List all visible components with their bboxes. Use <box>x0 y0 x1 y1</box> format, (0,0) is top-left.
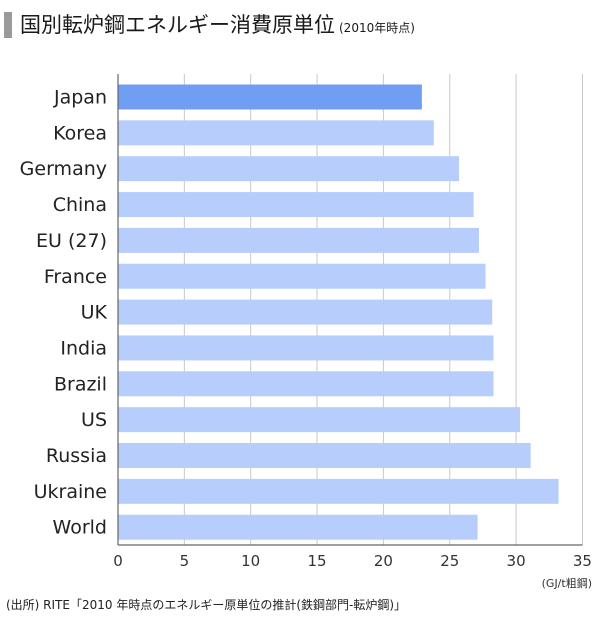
source-note: (出所) RITE「2010 年時点のエネルギー原単位の推計(鉄鋼部門-転炉鋼)… <box>6 598 407 612</box>
x-tick-label: 25 <box>440 552 459 570</box>
bar-russia <box>118 443 531 468</box>
x-tick-label: 20 <box>374 552 393 570</box>
bar-india <box>118 335 494 361</box>
bar-brazil <box>118 371 494 397</box>
category-label: Japan <box>53 87 107 109</box>
category-label: Brazil <box>54 373 107 395</box>
bar-us <box>118 407 521 433</box>
chart-title-block: 国別転炉鋼エネルギー消費原単位 (2010年時点) <box>20 9 415 39</box>
category-label: US <box>81 409 107 431</box>
bar-ukraine <box>118 478 559 504</box>
chart-subtitle: (2010年時点) <box>339 21 415 35</box>
category-label: EU (27) <box>36 230 107 252</box>
x-tick-label: 30 <box>507 552 526 570</box>
category-label: China <box>53 194 107 216</box>
x-tick-label: 10 <box>241 552 260 570</box>
x-tick-label: 5 <box>180 552 190 570</box>
chart-title: 国別転炉鋼エネルギー消費原単位 <box>20 13 335 37</box>
title-accent-bar <box>4 12 12 38</box>
category-label: France <box>44 266 107 288</box>
bar-korea <box>118 120 434 146</box>
bar-china <box>118 192 474 218</box>
category-label: Germany <box>20 158 107 180</box>
category-label: Ukraine <box>34 481 107 503</box>
x-tick-label: 35 <box>573 552 592 570</box>
bar-uk <box>118 299 493 325</box>
bar-germany <box>118 156 460 182</box>
x-tick-label: 0 <box>113 552 123 570</box>
category-label: UK <box>81 302 108 324</box>
bar-japan <box>118 84 422 110</box>
category-label: Russia <box>46 445 107 467</box>
category-label: Korea <box>53 122 107 144</box>
x-tick-label: 15 <box>308 552 327 570</box>
bar-world <box>118 514 478 540</box>
bar-eu-27 <box>118 227 479 253</box>
category-label: World <box>53 517 107 539</box>
unit-label: (GJ/t粗鋼) <box>541 577 592 590</box>
bar-france <box>118 263 486 289</box>
category-label: India <box>60 337 107 359</box>
